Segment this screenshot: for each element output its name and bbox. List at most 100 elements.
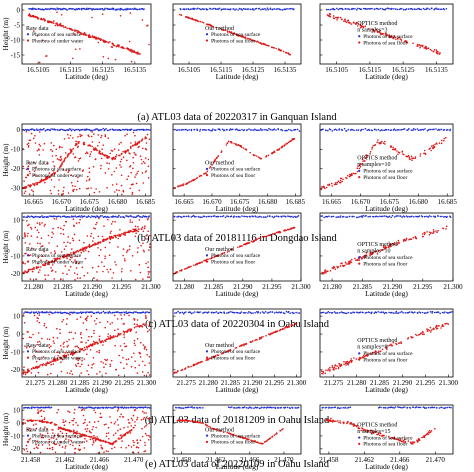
- surface-photon: [287, 310, 290, 313]
- optics-parameter: n samples=10: [357, 249, 390, 255]
- surface-photon: [390, 129, 393, 131]
- surface-photon: [110, 8, 112, 10]
- noise-photon: [123, 342, 126, 345]
- surface-photon: [118, 214, 120, 217]
- noise-photon: [119, 229, 121, 231]
- noise-photon: [46, 373, 49, 376]
- floor-photon: [130, 48, 132, 51]
- surface-photon: [440, 8, 443, 11]
- noise-photon: [88, 167, 90, 169]
- surface-photon: [82, 215, 85, 218]
- surface-photon: [394, 312, 396, 314]
- noise-photon: [105, 372, 107, 375]
- surface-photon: [374, 128, 376, 131]
- floor-photon: [245, 342, 248, 345]
- noise-photon: [97, 452, 100, 454]
- noise-photon: [130, 356, 133, 358]
- floor-photon: [64, 26, 67, 28]
- surface-photon: [252, 8, 254, 10]
- surface-photon: [264, 311, 267, 313]
- surface-photon: [177, 129, 179, 131]
- floor-photon: [75, 144, 77, 146]
- surface-photon: [293, 312, 295, 315]
- floor-photon: [445, 225, 448, 228]
- noise-photon: [126, 363, 128, 365]
- floor-photon: [433, 49, 436, 51]
- floor-photon: [232, 32, 234, 35]
- surface-photon: [62, 311, 64, 314]
- noise-photon: [85, 430, 88, 433]
- floor-photon: [96, 149, 98, 152]
- noise-photon: [55, 148, 58, 151]
- noise-photon: [109, 152, 111, 155]
- surface-photon: [125, 128, 127, 131]
- noise-photon: [78, 239, 81, 242]
- surface-photon: [197, 7, 199, 10]
- x-tick-label: 16.670: [351, 198, 371, 206]
- noise-photon: [98, 351, 100, 354]
- surface-photon: [405, 8, 408, 10]
- noise-photon: [88, 421, 91, 423]
- surface-photon: [87, 128, 89, 131]
- noise-photon: [35, 366, 37, 368]
- noise-photon: [30, 132, 33, 135]
- noise-photon: [111, 321, 113, 324]
- noise-photon: [28, 193, 31, 195]
- surface-photon: [331, 130, 334, 132]
- noise-photon: [117, 149, 120, 151]
- surface-photon: [25, 216, 27, 218]
- noise-photon: [40, 420, 42, 422]
- noise-photon: [107, 333, 109, 335]
- floor-photon: [394, 36, 397, 38]
- noise-photon: [122, 254, 124, 257]
- noise-photon: [53, 342, 55, 344]
- floor-photon: [430, 49, 433, 52]
- noise-photon: [125, 447, 127, 449]
- surface-photon: [389, 8, 392, 10]
- surface-photon: [271, 215, 274, 218]
- floor-photon: [333, 15, 335, 17]
- floor-photon: [79, 248, 82, 251]
- scatter-points: [27, 7, 150, 64]
- floor-photon: [185, 183, 188, 185]
- noise-photon: [142, 242, 144, 244]
- noise-photon: [137, 442, 139, 444]
- surface-photon: [83, 215, 86, 217]
- y-tick-label: 10: [13, 217, 21, 225]
- surface-photon: [289, 407, 291, 410]
- floor-photon: [336, 365, 338, 367]
- noise-photon: [37, 409, 39, 411]
- surface-photon: [190, 128, 193, 131]
- floor-photon: [397, 153, 399, 156]
- surface-photon: [27, 215, 30, 218]
- noise-photon: [109, 365, 112, 368]
- noise-photon: [48, 176, 51, 179]
- floor-photon: [257, 237, 260, 240]
- floor-photon: [104, 40, 106, 43]
- surface-photon: [325, 8, 328, 11]
- noise-photon: [137, 451, 140, 454]
- noise-photon: [98, 217, 100, 220]
- surface-photon: [233, 312, 236, 314]
- surface-photon: [379, 215, 381, 218]
- noise-photon: [104, 440, 106, 443]
- noise-photon: [38, 222, 41, 224]
- noise-photon: [144, 444, 146, 447]
- surface-photon: [103, 8, 106, 11]
- floor-photon: [134, 143, 137, 146]
- legend-marker-surface: [26, 350, 30, 353]
- x-tick-label: 16.680: [409, 198, 429, 206]
- noise-photon: [110, 149, 113, 152]
- noise-photon: [52, 170, 55, 172]
- floor-photon: [95, 148, 98, 150]
- x-tick-label: 16.5105: [178, 66, 201, 74]
- floor-photon: [90, 245, 93, 247]
- noise-photon: [93, 277, 95, 279]
- surface-photon: [391, 7, 393, 10]
- noise-photon: [27, 224, 29, 227]
- noise-photon: [38, 231, 40, 234]
- floor-photon: [323, 271, 326, 274]
- noise-photon: [115, 183, 118, 185]
- surface-photon: [183, 8, 186, 10]
- floor-photon: [127, 148, 129, 151]
